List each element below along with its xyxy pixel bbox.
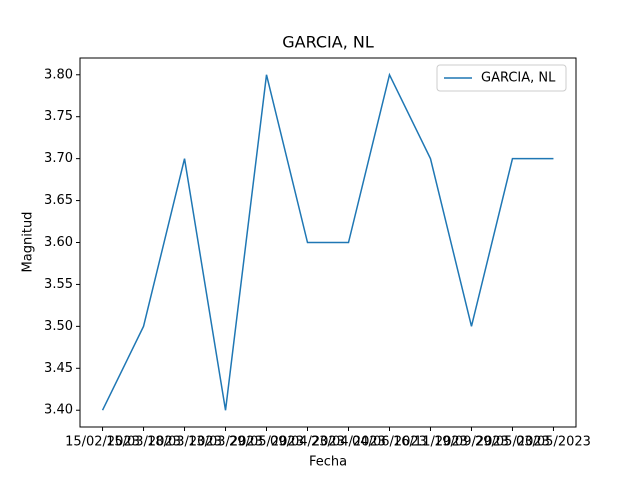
x-tick-label: 04/06/2023 (352, 435, 427, 450)
x-tick-label: 29/05/2023 (229, 435, 304, 450)
y-tick-label: 3.75 (44, 109, 73, 124)
legend-box (436, 64, 567, 92)
y-axis-label: Magnitud (21, 212, 36, 273)
x-tick-label: 29/05/2023 (475, 435, 550, 450)
x-tick-label: 16/11/2023 (393, 435, 468, 450)
x-tick-label: 03/05/2023 (516, 435, 591, 450)
x-tick-label: 13/03/2023 (188, 435, 263, 450)
x-tick-label: 15/02/2023 (65, 435, 140, 450)
line-series (101, 72, 554, 411)
y-tick-label: 3.40 (44, 403, 73, 418)
y-tick-label: 3.50 (44, 319, 73, 334)
x-tick-label: 09/04/2023 (270, 435, 345, 450)
plot-frame (79, 57, 577, 428)
x-tick-label: 19/09/2023 (434, 435, 509, 450)
x-tick-label: 15/03/2023 (106, 435, 181, 450)
y-tick-label: 3.55 (44, 277, 73, 292)
y-tick-label: 3.70 (44, 151, 73, 166)
x-tick-label: 23/04/2023 (311, 435, 386, 450)
legend-label: GARCIA, NL (481, 71, 556, 86)
x-tick-label: 18/03/2023 (147, 435, 222, 450)
y-tick-label: 3.45 (44, 361, 73, 376)
y-tick-label: 3.80 (44, 67, 73, 82)
y-tick-label: 3.60 (44, 235, 73, 250)
y-tick-label: 3.65 (44, 193, 73, 208)
chart-title: GARCIA, NL (282, 33, 374, 52)
x-axis-label: Fecha (309, 455, 347, 470)
